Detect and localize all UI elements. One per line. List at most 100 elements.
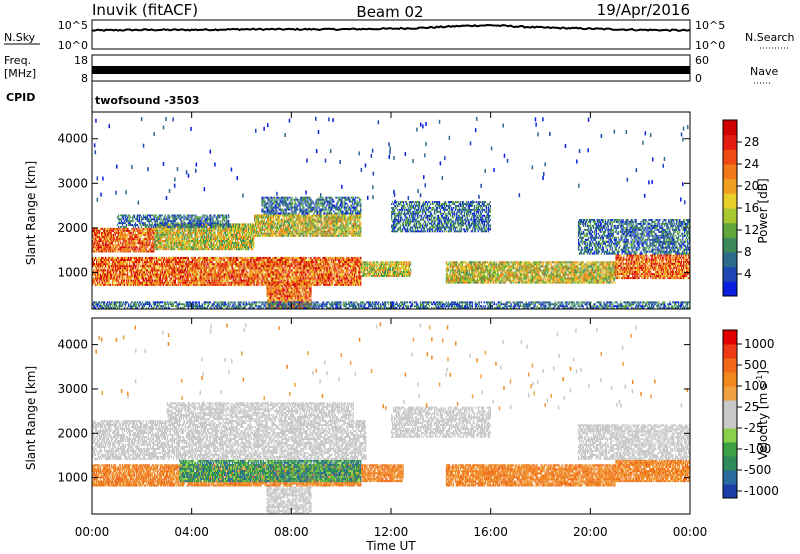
range-cell bbox=[217, 261, 219, 264]
range-cell bbox=[177, 256, 179, 259]
range-cell bbox=[110, 256, 113, 259]
range-cell bbox=[212, 267, 214, 270]
range-cell bbox=[121, 283, 124, 286]
range-cell bbox=[142, 281, 145, 284]
range-cell bbox=[158, 256, 161, 259]
range-cell bbox=[271, 267, 273, 270]
range-cell bbox=[348, 263, 350, 266]
range-cell bbox=[282, 263, 284, 266]
range-cell bbox=[145, 279, 148, 282]
range-cell bbox=[145, 271, 148, 274]
range-cell bbox=[271, 258, 273, 261]
range-cell bbox=[164, 235, 166, 238]
range-cell bbox=[195, 263, 197, 266]
range-cell bbox=[173, 271, 175, 274]
range-cell bbox=[275, 279, 277, 282]
range-cell bbox=[199, 273, 201, 276]
range-cell bbox=[285, 275, 287, 278]
range-cell bbox=[164, 269, 167, 272]
range-cell bbox=[96, 238, 98, 241]
range-cell bbox=[292, 271, 294, 274]
range-cell bbox=[239, 281, 241, 284]
range-cell bbox=[123, 261, 126, 264]
range-cell bbox=[156, 261, 159, 264]
range-cell bbox=[124, 261, 127, 264]
range-cell bbox=[203, 283, 205, 286]
range-cell bbox=[93, 248, 95, 251]
range-cell bbox=[253, 239, 255, 242]
range-cell bbox=[196, 265, 198, 268]
range-cell bbox=[253, 277, 255, 280]
range-cell bbox=[325, 275, 327, 278]
range-cell bbox=[127, 283, 130, 286]
range-cell bbox=[347, 281, 349, 284]
range-cell bbox=[217, 244, 219, 247]
range-cell bbox=[180, 271, 182, 274]
range-cell bbox=[231, 244, 233, 247]
range-cell bbox=[263, 281, 265, 284]
range-cell bbox=[271, 277, 273, 280]
range-cell bbox=[163, 281, 166, 284]
range-cell bbox=[314, 279, 316, 282]
range-cell bbox=[307, 265, 309, 268]
range-cell bbox=[193, 256, 195, 259]
range-cell bbox=[260, 256, 262, 259]
range-cell bbox=[140, 258, 143, 261]
range-cell bbox=[215, 246, 217, 249]
range-cell bbox=[339, 277, 341, 280]
range-cell bbox=[194, 267, 196, 270]
range-cell bbox=[299, 256, 301, 259]
range-cell bbox=[213, 275, 215, 278]
range-cell bbox=[282, 275, 284, 278]
range-cell bbox=[237, 277, 239, 280]
range-cell bbox=[117, 261, 120, 264]
range-cell bbox=[135, 277, 138, 280]
range-cell bbox=[304, 277, 306, 280]
range-cell bbox=[302, 267, 304, 270]
range-cell bbox=[102, 275, 104, 278]
range-cell bbox=[197, 269, 199, 272]
range-cell bbox=[212, 281, 214, 284]
range-cell bbox=[151, 279, 154, 282]
range-cell bbox=[129, 258, 132, 261]
range-cell bbox=[227, 271, 229, 274]
range-cell bbox=[224, 267, 226, 270]
range-cell bbox=[117, 250, 119, 253]
range-cell bbox=[313, 283, 315, 286]
range-cell bbox=[206, 263, 208, 266]
range-cell bbox=[132, 267, 135, 270]
range-cell bbox=[212, 265, 214, 268]
range-cell bbox=[227, 279, 229, 282]
range-cell bbox=[199, 263, 201, 266]
range-cell bbox=[294, 258, 296, 261]
range-cell bbox=[261, 273, 263, 276]
range-cell bbox=[168, 244, 170, 247]
range-cell bbox=[275, 265, 277, 268]
range-cell bbox=[328, 273, 330, 276]
range-cell bbox=[203, 275, 205, 278]
range-cell bbox=[129, 250, 131, 253]
range-cell bbox=[187, 273, 189, 276]
range-cell bbox=[130, 261, 133, 264]
range-cell bbox=[355, 283, 357, 286]
range-cell bbox=[163, 271, 166, 274]
range-cell bbox=[296, 279, 298, 282]
range-cell bbox=[283, 258, 285, 261]
range-cell bbox=[140, 265, 143, 268]
range-cell bbox=[271, 265, 273, 268]
range-cell bbox=[170, 267, 172, 270]
range-cell bbox=[156, 265, 159, 268]
range-cell bbox=[317, 261, 319, 264]
range-cell bbox=[319, 275, 321, 278]
range-cell bbox=[158, 275, 161, 278]
range-cell bbox=[209, 271, 211, 274]
range-cell bbox=[147, 265, 150, 268]
range-cell bbox=[171, 273, 173, 276]
range-cell bbox=[221, 269, 223, 272]
range-cell bbox=[237, 239, 239, 242]
range-cell bbox=[294, 261, 296, 264]
range-cell bbox=[107, 261, 110, 264]
range-cell bbox=[245, 277, 247, 280]
range-cell bbox=[328, 265, 330, 268]
range-cell bbox=[232, 258, 234, 261]
